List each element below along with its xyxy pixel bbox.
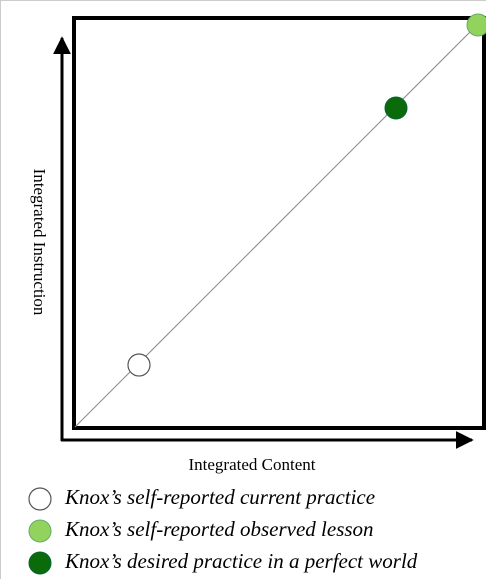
legend-swatch <box>28 551 52 575</box>
y-axis-label: Integrated Instruction <box>30 169 49 316</box>
legend-text: Knox’s desired practice in a perfect wor… <box>64 549 418 573</box>
point-observed <box>466 13 486 37</box>
point-desired <box>384 96 408 120</box>
legend-text: Knox’s self-reported observed lesson <box>64 517 374 541</box>
point-current <box>127 353 151 377</box>
legend-text: Knox’s self-reported current practice <box>64 485 375 509</box>
x-axis-label: Integrated Content <box>189 455 316 474</box>
plot-box <box>72 16 486 430</box>
legend-swatch <box>28 487 52 511</box>
legend-swatch <box>28 519 52 543</box>
